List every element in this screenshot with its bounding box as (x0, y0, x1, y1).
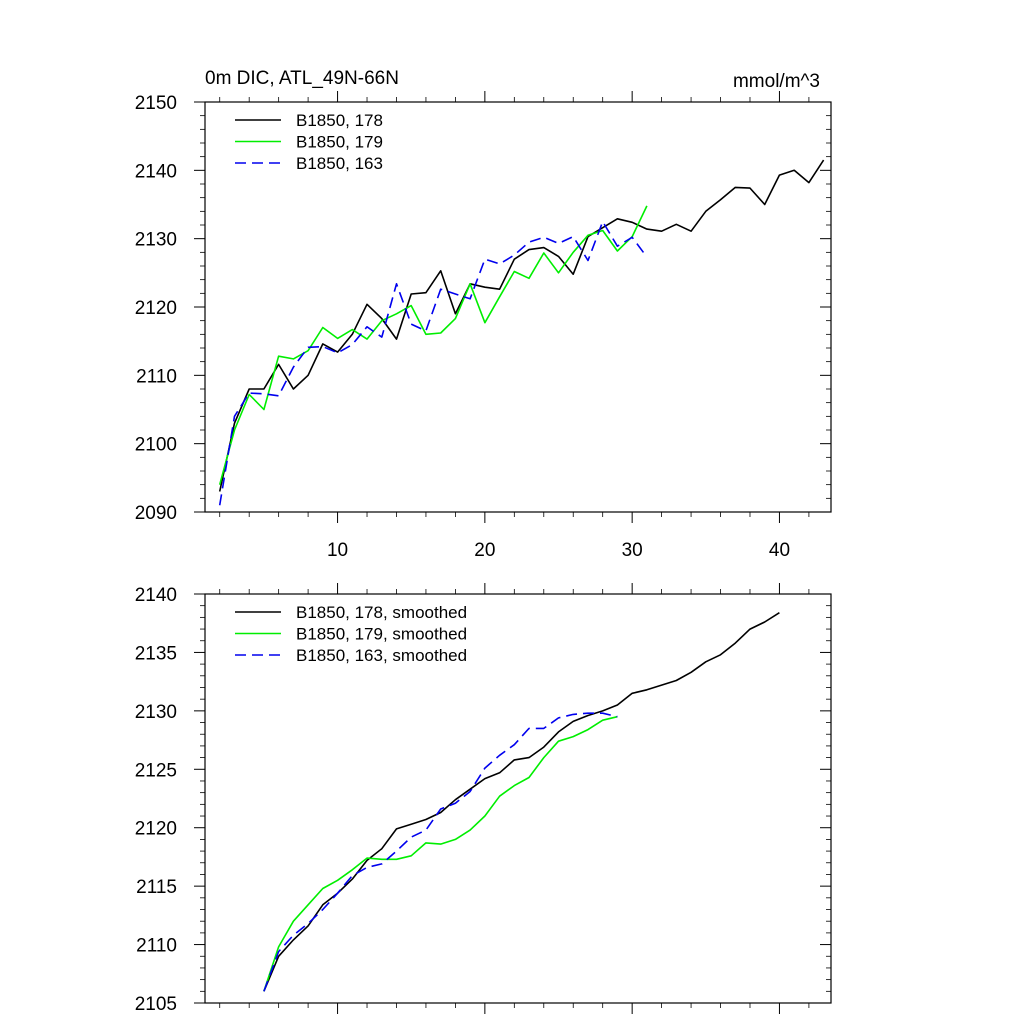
units-label: mmol/m^3 (733, 71, 820, 92)
y-tick-label: 2130 (135, 702, 177, 723)
y-tick-label: 2130 (135, 230, 177, 251)
top-panel: 10 20 30 40 2090 2100 2110 2120 2130 2140 2150 0m D… (135, 68, 832, 561)
x-tick-label: 20 (474, 540, 495, 561)
y-tick-label: 2110 (136, 366, 177, 387)
y-tick-label: 2100 (135, 435, 177, 456)
legend-label: B1850, 178, smoothed (296, 603, 467, 622)
y-tick-label: 2120 (135, 819, 177, 840)
y-tick-label: 2140 (135, 585, 177, 606)
series-line-3 (218, 220, 648, 506)
legend-label: B1850, 178 (296, 111, 383, 130)
y-tick-label: 2140 (135, 161, 177, 182)
y-tick-label: 2125 (135, 760, 177, 781)
y-tick-label: 2150 (135, 93, 177, 114)
series-line-1 (263, 612, 780, 992)
y-tick-label: 2105 (135, 994, 177, 1015)
series-line-2 (263, 715, 618, 992)
x-tick-label: 10 (327, 540, 348, 561)
x-tick-label: 40 (769, 540, 790, 561)
x-tick-label: 30 (622, 540, 643, 561)
y-tick-label: 2110 (136, 936, 177, 957)
bottom-panel: 2105 2110 2115 2120 2125 2130 2135 2140 B1850, 1… (135, 583, 832, 1015)
y-tick-label: 2115 (136, 877, 177, 898)
series-line-1 (218, 159, 825, 492)
y-tick-label: 2090 (135, 503, 177, 524)
legend-label: B1850, 163 (296, 154, 383, 173)
legend-label: B1850, 179, smoothed (296, 625, 467, 644)
series-line-3 (263, 712, 618, 992)
y-tick-label: 2135 (135, 643, 177, 664)
plot-frame (204, 593, 832, 1004)
y-tick-label: 2120 (135, 298, 177, 319)
series-line-2 (218, 205, 648, 485)
legend-label: B1850, 163, smoothed (296, 646, 467, 665)
chart-title: 0m DIC, ATL_49N-66N (205, 68, 399, 89)
legend-label: B1850, 179 (296, 133, 383, 152)
